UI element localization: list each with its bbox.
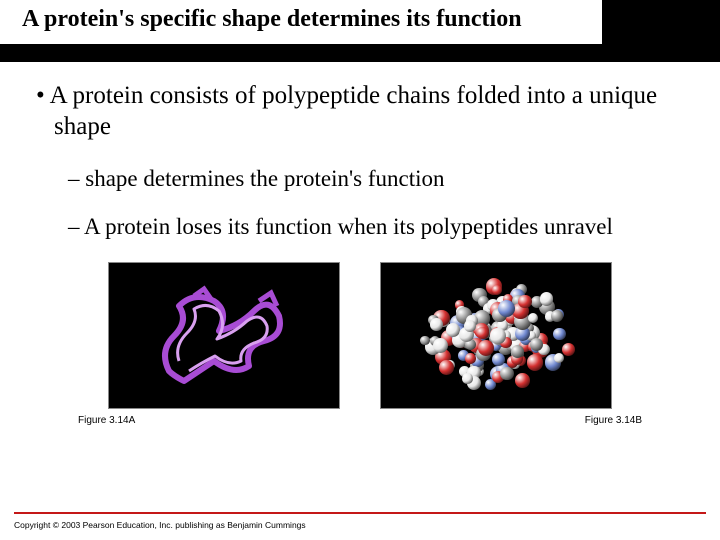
main-bullet: • A protein consists of polypeptide chai… (36, 80, 690, 143)
figure-a-label: Figure 3.14A (78, 415, 135, 426)
content-area: • A protein consists of polypeptide chai… (0, 62, 720, 426)
protein-ribbon-icon (149, 281, 299, 391)
sub-bullet-2-text: A protein loses its function when its po… (84, 214, 613, 239)
main-bullet-text: A protein consists of polypeptide chains… (50, 82, 658, 140)
figure-b (380, 262, 612, 409)
figures-row (30, 262, 690, 409)
slide-title: A protein's specific shape determines it… (0, 0, 602, 44)
divider-rule (14, 512, 706, 514)
sub-bullet-1: – shape determines the protein's functio… (68, 165, 690, 194)
copyright-text: Copyright © 2003 Pearson Education, Inc.… (14, 520, 306, 530)
title-bar: A protein's specific shape determines it… (0, 0, 720, 62)
sub-bullet-2: – A protein loses its function when its … (68, 213, 690, 242)
figure-labels: Figure 3.14A Figure 3.14B (30, 409, 690, 426)
protein-spacefill-icon (401, 271, 596, 401)
figure-b-label: Figure 3.14B (585, 415, 642, 426)
figure-a (108, 262, 340, 409)
sub-bullet-1-text: shape determines the protein's function (85, 166, 444, 191)
